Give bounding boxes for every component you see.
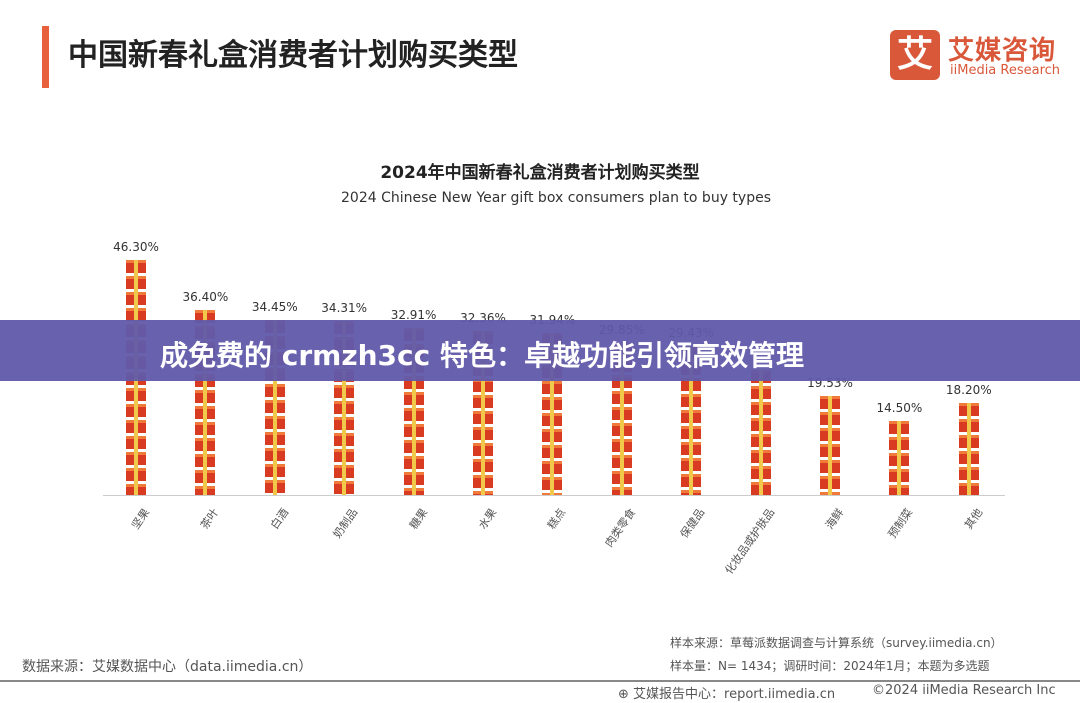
- overlay-banner: [0, 320, 1080, 381]
- data-label: 14.50%: [876, 401, 923, 415]
- chart-subtitle: 2024 Chinese New Year gift box consumers…: [341, 190, 771, 206]
- bar-7: [611, 343, 632, 495]
- category-label: 糖果: [406, 506, 430, 532]
- bar-8: [681, 346, 702, 495]
- page-title: 中国新春礼盒消费者计划购买类型: [68, 38, 518, 73]
- category-label: 奶制品: [330, 506, 361, 541]
- data-label: 18.20%: [945, 383, 992, 397]
- sample-source: 样本来源：草莓派数据调查与计算系统（survey.iimedia.cn）: [670, 636, 1003, 650]
- x-axis-line: [103, 495, 1005, 496]
- data-label: 34.45%: [251, 300, 298, 314]
- category-label: 糕点: [545, 506, 569, 532]
- category-label: 化妆品或护肤品: [722, 506, 777, 577]
- footer-divider: [0, 680, 1080, 682]
- category-label: 白酒: [267, 506, 292, 532]
- globe-icon: ⊕: [618, 687, 629, 702]
- category-label: 其他: [961, 506, 986, 532]
- data-source: 数据来源：艾媒数据中心（data.iimedia.cn）: [22, 659, 313, 675]
- data-label: 32.91%: [390, 308, 437, 322]
- category-label: 茶叶: [198, 506, 222, 532]
- bar-9: [750, 370, 771, 495]
- logo-text-cn: 艾媒咨询: [948, 36, 1057, 66]
- banner-text: 成免费的 crmzh3cc 特色：卓越功能引领高效管理: [160, 339, 804, 372]
- copyright: ©2024 iiMedia Research Inc: [872, 683, 1056, 698]
- category-label: 保健品: [677, 506, 708, 541]
- category-label: 水果: [476, 506, 500, 532]
- report-center-text: 艾媒报告中心：report.iimedia.cn: [633, 687, 836, 702]
- bar-10: [820, 396, 840, 495]
- sample-info: 样本量：N= 1434；调研时间：2024年1月；本题为多选题: [670, 659, 990, 673]
- category-label: 坚果: [129, 506, 153, 532]
- data-label: 46.30%: [113, 240, 159, 254]
- bar-11: [889, 421, 910, 495]
- category-label: 肉类零食: [602, 506, 639, 550]
- data-label: 36.40%: [182, 290, 229, 304]
- category-label: 海鲜: [823, 506, 847, 532]
- title-accent-bar: [42, 26, 49, 88]
- logo-text-en: iiMedia Research: [950, 63, 1061, 78]
- logo-mark: 艾: [890, 30, 940, 80]
- category-label: 预制菜: [886, 506, 916, 541]
- bar-12: [958, 403, 979, 495]
- chart-title: 2024年中国新春礼盒消费者计划购买类型: [380, 163, 700, 183]
- report-center-link[interactable]: ⊕ 艾媒报告中心：report.iimedia.cn: [618, 683, 835, 702]
- data-label: 34.31%: [321, 301, 368, 315]
